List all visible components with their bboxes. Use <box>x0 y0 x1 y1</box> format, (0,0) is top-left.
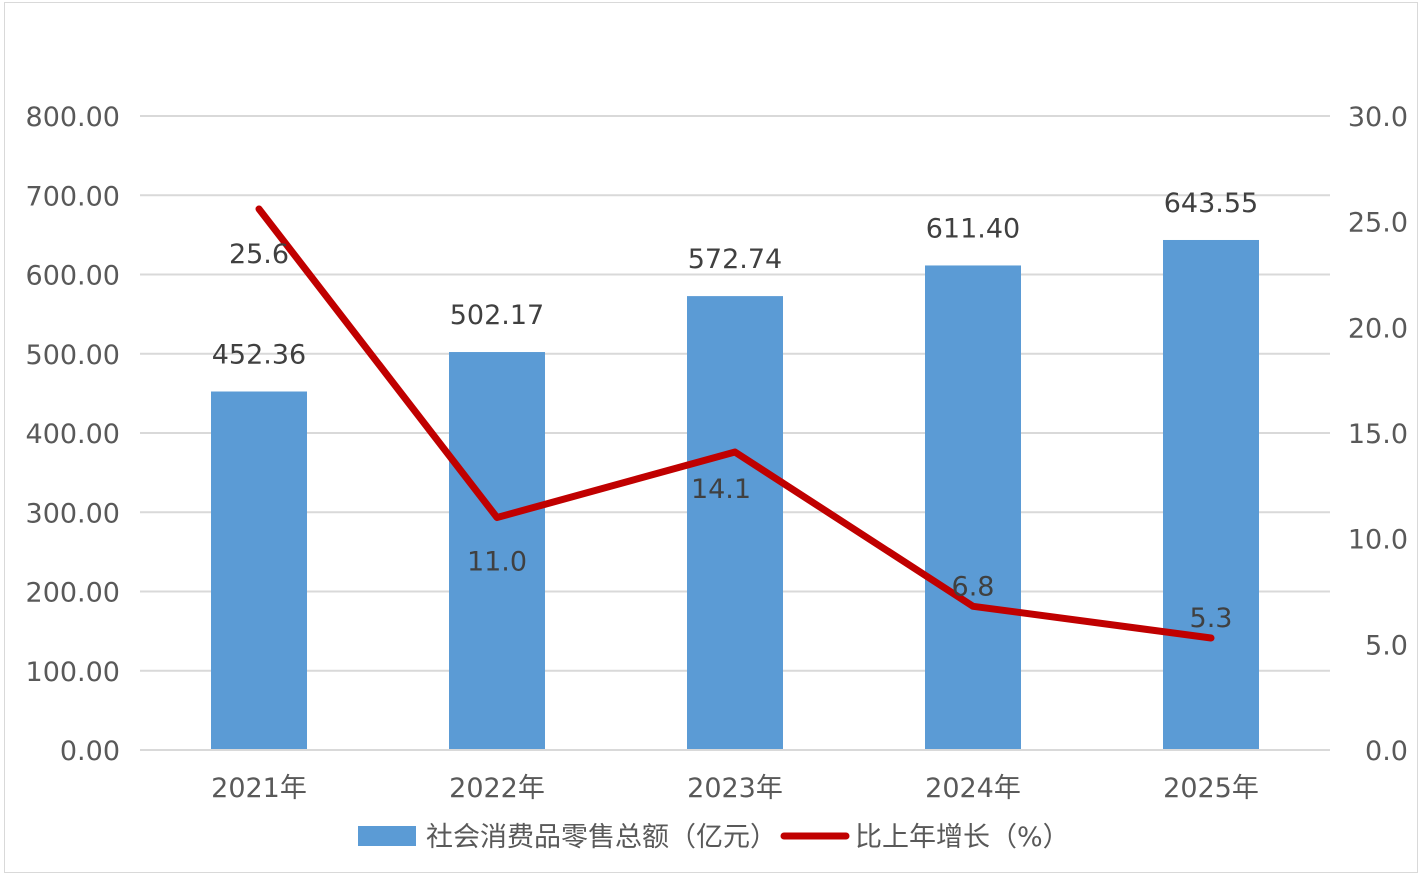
category-label: 2023年 <box>687 773 783 804</box>
right-axis-tick-label: 30.0 <box>1348 102 1408 133</box>
line-data-label: 14.1 <box>691 474 751 505</box>
bar <box>1163 239 1259 750</box>
category-label: 2025年 <box>1163 773 1259 804</box>
bar-data-label: 502.17 <box>450 300 544 331</box>
right-axis: 0.0 5.0 10.0 15.0 20.0 25.0 30.0 <box>1348 102 1408 767</box>
legend-label-bar: 社会消费品零售总额（亿元） <box>426 822 777 853</box>
left-axis-tick-label: 200.00 <box>26 578 120 609</box>
right-axis-tick-label: 25.0 <box>1348 208 1408 239</box>
bar <box>687 296 783 750</box>
legend: 社会消费品零售总额（亿元） 比上年增长（%） <box>358 822 1070 853</box>
left-axis: 0.00 100.00 200.00 300.00 400.00 500.00 600.00… <box>26 102 120 767</box>
bar-data-label: 611.40 <box>926 213 1020 244</box>
line-data-label: 5.3 <box>1190 603 1233 634</box>
category-label: 2022年 <box>449 773 545 804</box>
legend-swatch-bar <box>358 826 416 846</box>
left-axis-tick-label: 800.00 <box>26 102 120 133</box>
line-series: 25.6 11.0 14.1 6.8 5.3 <box>229 205 1233 642</box>
legend-label-line: 比上年增长（%） <box>855 822 1070 853</box>
bar-data-label: 643.55 <box>1164 188 1258 219</box>
bar <box>449 352 545 750</box>
line-data-label: 25.6 <box>229 239 289 270</box>
bar-series: 452.36 502.17 572.74 611.40 643.55 <box>140 188 1330 751</box>
line-data-label: 11.0 <box>467 547 527 578</box>
category-label: 2024年 <box>925 773 1021 804</box>
left-axis-tick-label: 500.00 <box>26 340 120 371</box>
bar <box>925 265 1021 750</box>
left-axis-tick-label: 100.00 <box>26 657 120 688</box>
right-axis-tick-label: 20.0 <box>1348 313 1408 344</box>
left-axis-tick-label: 0.00 <box>60 736 120 767</box>
line-point <box>1209 635 1213 640</box>
line-data-label: 6.8 <box>952 571 995 602</box>
right-axis-tick-label: 10.0 <box>1348 525 1408 556</box>
right-axis-tick-label: 5.0 <box>1365 630 1408 661</box>
line-point <box>971 604 975 609</box>
right-axis-tick-label: 15.0 <box>1348 419 1408 450</box>
line-point <box>257 206 261 211</box>
category-label: 2021年 <box>211 773 307 804</box>
bar-data-label: 572.74 <box>688 244 782 275</box>
line-point <box>495 515 499 520</box>
bar <box>211 391 307 750</box>
left-axis-tick-label: 700.00 <box>26 181 120 212</box>
left-axis-tick-label: 400.00 <box>26 419 120 450</box>
line-point <box>733 450 737 455</box>
right-axis-tick-label: 0.0 <box>1365 736 1408 767</box>
category-axis: 2021年 2022年 2023年 2024年 2025年 <box>211 773 1259 804</box>
bar-data-label: 452.36 <box>212 340 306 371</box>
left-axis-tick-label: 300.00 <box>26 498 120 529</box>
left-axis-tick-label: 600.00 <box>26 261 120 292</box>
